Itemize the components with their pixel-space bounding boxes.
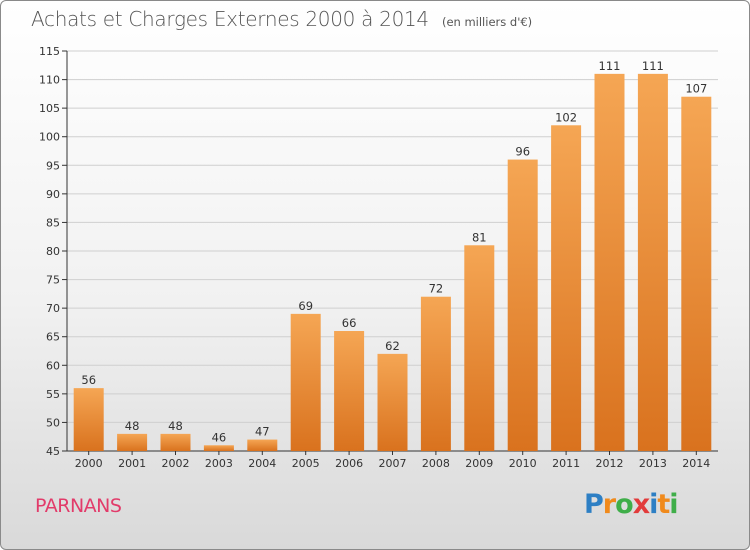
x-tick-label: 2004 — [248, 457, 276, 470]
x-tick-label: 2014 — [682, 457, 710, 470]
data-label: 102 — [555, 110, 577, 124]
data-label: 66 — [342, 316, 357, 330]
data-label: 62 — [385, 339, 400, 353]
x-tick-labels: 2000 2001 2002 2003 2004 2005 2006 2007 2008 2009… — [75, 457, 711, 470]
y-tick-label: 110 — [39, 74, 60, 87]
data-label: 81 — [472, 230, 487, 244]
y-tick-label: 75 — [46, 274, 60, 287]
data-label: 47 — [255, 425, 270, 439]
y-tick-label: 70 — [46, 302, 60, 315]
logo-letter: t — [657, 489, 670, 520]
bar-2009 — [464, 245, 495, 451]
y-tick-label: 60 — [46, 359, 60, 372]
data-label: 111 — [599, 59, 621, 73]
title-main: Achats et Charges Externes 2000 à 2014 — [31, 7, 429, 31]
bars — [73, 73, 712, 452]
bar-2004 — [247, 439, 278, 451]
logo-letter: r — [602, 489, 616, 520]
x-tick-label: 2001 — [118, 457, 146, 470]
place-name: PARNANS — [35, 495, 122, 517]
bar-2011 — [551, 125, 582, 452]
bar-2007 — [377, 353, 408, 451]
data-label: 69 — [298, 299, 313, 313]
y-tick-label: 90 — [46, 188, 60, 201]
x-tick-label: 2006 — [335, 457, 363, 470]
x-tick-label: 2005 — [292, 457, 320, 470]
y-tick-label: 105 — [39, 102, 60, 115]
bar-2012 — [594, 73, 625, 451]
y-tick-label: 55 — [46, 388, 60, 401]
y-tick-label: 50 — [46, 416, 60, 429]
data-label: 56 — [81, 373, 96, 387]
bar-2000 — [73, 388, 104, 451]
x-tick-label: 2011 — [552, 457, 580, 470]
bar-2003 — [203, 445, 234, 451]
x-tick-label: 2013 — [639, 457, 667, 470]
logo-letter: x — [632, 489, 650, 520]
data-label: 107 — [685, 82, 707, 96]
y-tick-label: 115 — [39, 45, 60, 58]
x-tick-label: 2012 — [596, 457, 624, 470]
logo-letter: P — [584, 489, 604, 520]
y-tick-labels: 45 50 55 60 65 70 75 80 85 90 95 100 105 110 115 — [39, 45, 60, 458]
y-tick-label: 95 — [46, 159, 60, 172]
x-tick-label: 2010 — [509, 457, 537, 470]
bar-2014 — [681, 96, 712, 451]
bar-2013 — [637, 73, 668, 451]
chart-title: Achats et Charges Externes 2000 à 2014 (… — [31, 7, 532, 31]
data-label: 72 — [429, 282, 444, 296]
bar-2001 — [117, 433, 148, 451]
logo-letter: o — [615, 489, 634, 520]
title-unit: (en milliers d'€) — [441, 15, 533, 29]
y-tick-label: 85 — [46, 216, 60, 229]
data-label: 48 — [168, 419, 183, 433]
bar-2005 — [290, 313, 321, 451]
x-tick-label: 2002 — [162, 457, 190, 470]
y-tick-label: 100 — [39, 131, 60, 144]
data-label: 46 — [212, 430, 227, 444]
bar-2008 — [420, 296, 451, 451]
bar-2006 — [334, 331, 365, 451]
proxiti-logo[interactable]: Proxiti — [584, 489, 679, 520]
x-tick-label: 2007 — [379, 457, 407, 470]
y-tick-label: 65 — [46, 331, 60, 344]
data-label: 111 — [642, 59, 664, 73]
x-tick-label: 2003 — [205, 457, 233, 470]
x-tick-label: 2000 — [75, 457, 103, 470]
y-tick-label: 45 — [46, 445, 60, 458]
x-tick-label: 2009 — [465, 457, 493, 470]
bar-2002 — [160, 433, 191, 451]
data-labels: 56 48 48 46 47 69 66 62 72 81 96 102 111 111 107 — [81, 59, 707, 444]
data-label: 48 — [125, 419, 140, 433]
data-label: 96 — [515, 145, 530, 159]
x-tick-label: 2008 — [422, 457, 450, 470]
logo-letter: i — [649, 489, 658, 520]
logo-letter: i — [669, 489, 678, 520]
bar-2010 — [507, 159, 538, 452]
y-tick-label: 80 — [46, 245, 60, 258]
